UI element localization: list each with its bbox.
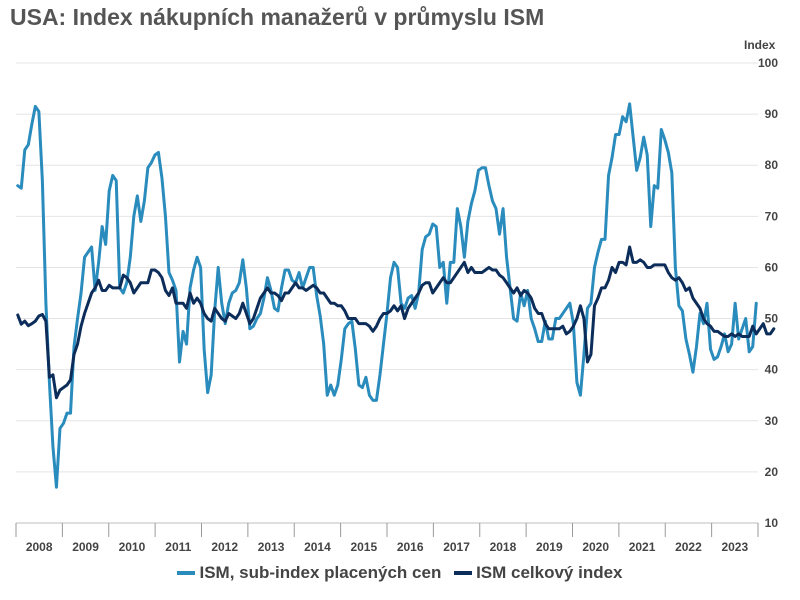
x-tick-label: 2019	[536, 540, 563, 554]
x-tick-label: 2018	[490, 540, 517, 554]
legend-item-prices: ISM, sub-index placených cen	[177, 563, 441, 583]
y-tick-label: 30	[765, 414, 779, 428]
x-tick-label: 2023	[721, 540, 748, 554]
gridlines	[16, 62, 758, 524]
legend-label-ism: ISM celkový index	[476, 563, 623, 582]
y-axis-unit-label: Index	[744, 38, 776, 52]
y-tick-label: 50	[765, 312, 779, 326]
legend-item-ism: ISM celkový index	[454, 563, 623, 583]
x-axis: 2008 2009 2010 2011 2012 2013 2014 2015 2016 2017…	[15, 522, 759, 554]
x-tick-label: 2022	[675, 540, 702, 554]
y-tick-label: 40	[765, 363, 779, 377]
x-tick-label: 2017	[443, 540, 470, 554]
y-tick-label: 60	[765, 260, 779, 274]
series-lines	[16, 102, 776, 489]
y-tick-label: 80	[765, 158, 779, 172]
x-tick-label: 2011	[165, 540, 191, 554]
y-axis-ticks: 10 20 30 40 50 60 70 80 90 100	[758, 56, 778, 530]
chart-title: USA: Index nákupních manažerů v průmyslu…	[10, 4, 545, 30]
x-tick-label: 2013	[258, 540, 285, 554]
legend: ISM, sub-index placených cen ISM celkový…	[0, 560, 800, 583]
legend-swatch-prices	[177, 571, 196, 575]
x-tick-label: 2015	[350, 540, 377, 554]
series-line-prices	[16, 102, 758, 489]
x-tick-label: 2012	[211, 540, 238, 554]
x-tick-label: 2016	[397, 540, 424, 554]
x-tick-label: 2009	[72, 540, 99, 554]
x-tick-label: 2008	[26, 540, 53, 554]
y-tick-label: 20	[765, 465, 779, 479]
y-tick-label: 10	[765, 516, 779, 530]
y-tick-label: 100	[758, 56, 778, 70]
y-tick-label: 90	[765, 107, 779, 121]
x-tick-label: 2020	[582, 540, 609, 554]
x-tick-label: 2010	[119, 540, 146, 554]
legend-label-prices: ISM, sub-index placených cen	[199, 563, 442, 582]
series-line-ism	[16, 245, 776, 400]
y-tick-label: 70	[765, 209, 779, 223]
legend-swatch-ism	[454, 571, 473, 575]
x-tick-label: 2021	[629, 540, 656, 554]
x-tick-label: 2014	[304, 540, 331, 554]
